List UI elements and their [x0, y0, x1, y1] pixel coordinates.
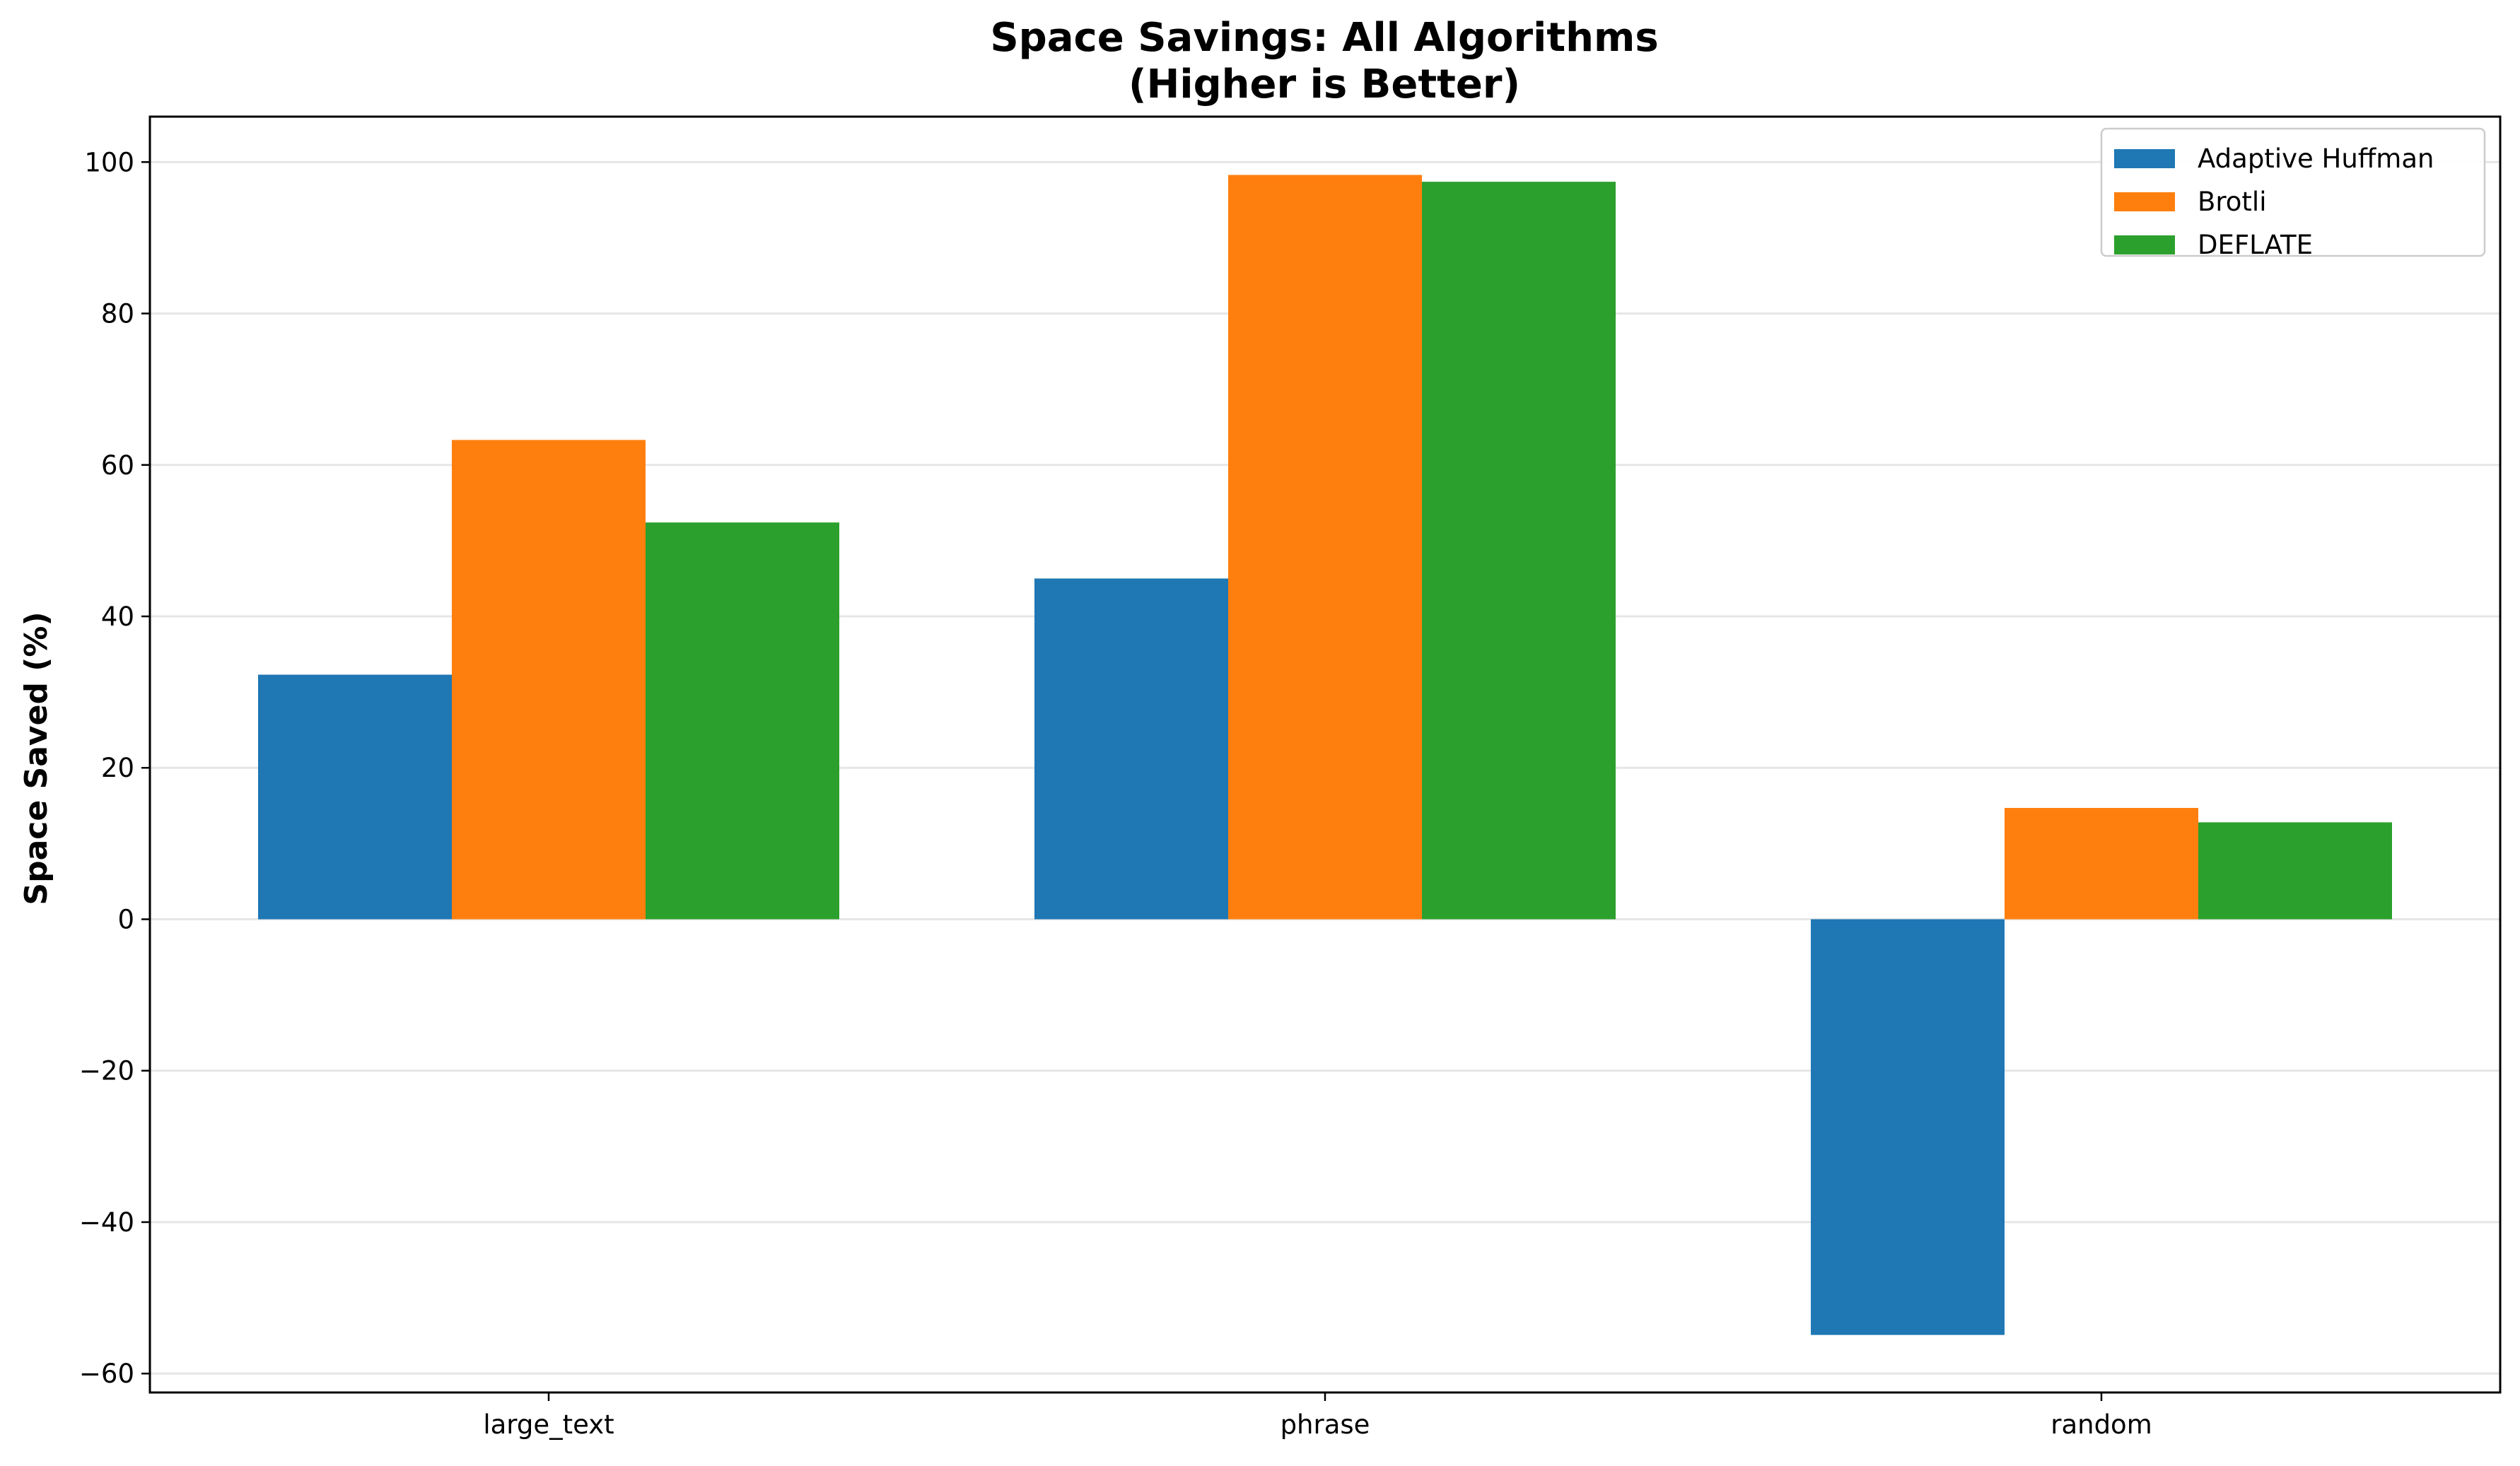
y-axis-label: Space Saved (%) — [18, 611, 54, 905]
bars — [258, 175, 2392, 1335]
legend-label: Brotli — [2198, 187, 2267, 217]
bar — [1228, 175, 1422, 920]
y-tick-label: 0 — [117, 904, 134, 934]
y-tick-label: 80 — [101, 299, 134, 329]
legend-swatch — [2114, 149, 2175, 168]
legend-label: Adaptive Huffman — [2198, 143, 2434, 174]
bar — [258, 674, 452, 920]
bar — [1811, 919, 2005, 1335]
legend-swatch — [2114, 235, 2175, 254]
y-tick-label: −60 — [79, 1359, 134, 1389]
y-tick-label: 20 — [101, 753, 134, 783]
y-tick-label: 60 — [101, 450, 134, 481]
y-axis-ticks: −60 −40 −20 0 20 40 60 80 100 — [79, 147, 150, 1389]
chart-subtitle: (Higher is Better) — [1128, 61, 1520, 107]
y-tick-label: 100 — [84, 147, 134, 177]
y-tick-label: −40 — [79, 1207, 134, 1238]
x-axis-ticks: large_text phrase random — [483, 1392, 2152, 1440]
bar — [1422, 182, 1616, 920]
legend-box — [2100, 127, 2486, 257]
legend-label: DEFLATE — [2198, 230, 2313, 260]
y-tick-label: −20 — [79, 1056, 134, 1086]
x-tick-label: random — [2051, 1409, 2152, 1440]
bar — [2005, 808, 2198, 920]
x-tick-label: large_text — [483, 1409, 614, 1440]
chart-title: Space Savings: All Algorithms — [990, 15, 1658, 61]
legend-swatch — [2114, 192, 2175, 211]
bar — [646, 522, 839, 920]
bar — [2198, 822, 2392, 920]
legend: Adaptive Huffman Brotli DEFLATE — [2100, 127, 2486, 260]
y-tick-label: 40 — [101, 602, 134, 632]
x-tick-label: phrase — [1281, 1409, 1370, 1440]
bar — [1034, 578, 1228, 920]
bar — [452, 440, 646, 920]
